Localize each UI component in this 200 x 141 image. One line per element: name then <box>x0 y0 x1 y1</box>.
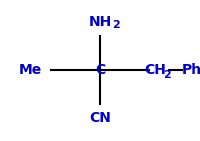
Text: C: C <box>94 63 105 77</box>
Text: 2: 2 <box>162 70 170 80</box>
Text: Me: Me <box>18 63 41 77</box>
Text: NH: NH <box>88 15 111 29</box>
Text: Ph: Ph <box>181 63 200 77</box>
Text: CN: CN <box>89 111 110 125</box>
Text: 2: 2 <box>112 20 119 30</box>
Text: CH: CH <box>143 63 165 77</box>
